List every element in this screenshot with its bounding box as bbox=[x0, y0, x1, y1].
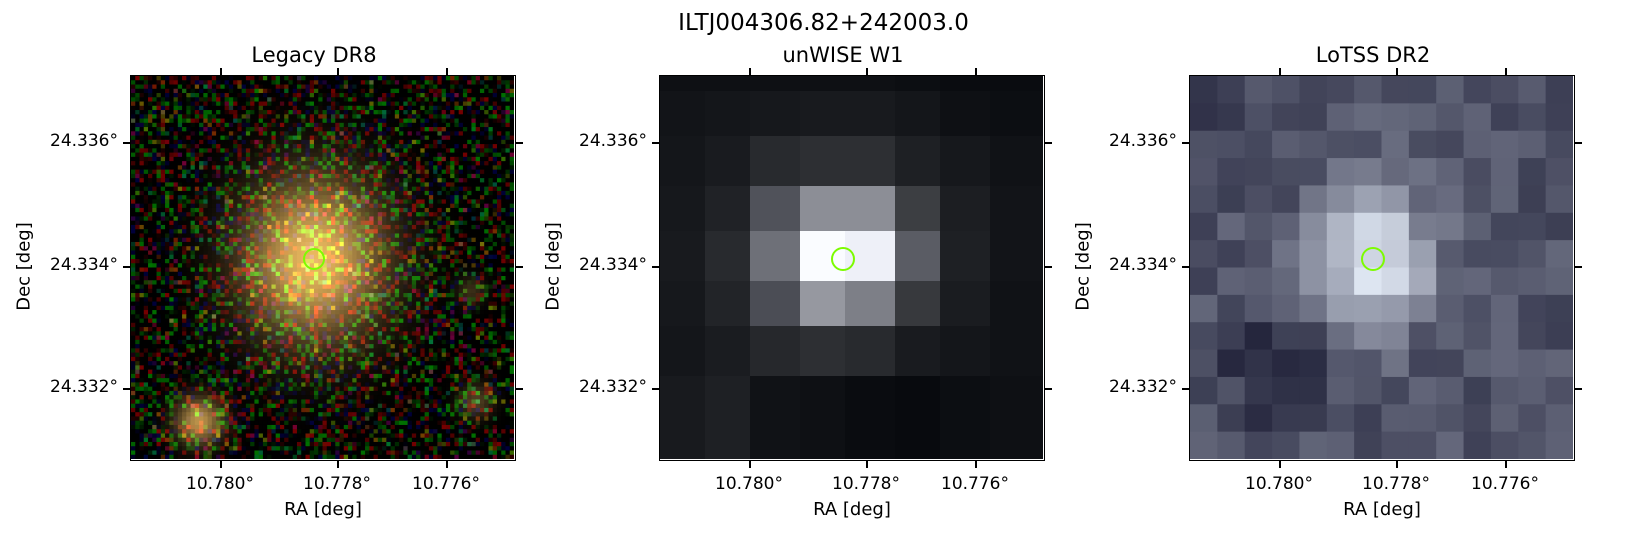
y-tick-mark bbox=[652, 388, 659, 390]
x-tick-label: 10.776° bbox=[1471, 474, 1539, 494]
x-tick-mark bbox=[749, 461, 751, 468]
y-tick-mark-right bbox=[516, 266, 523, 268]
x-tick-mark bbox=[337, 461, 339, 468]
x-tick-mark bbox=[1396, 461, 1398, 468]
x-tick-label: 10.780° bbox=[715, 474, 783, 494]
y-tick-label: 24.336° bbox=[579, 131, 647, 151]
y-tick-label: 24.336° bbox=[1109, 131, 1177, 151]
x-axis-label: RA [deg] bbox=[813, 499, 891, 520]
x-tick-mark bbox=[1279, 461, 1281, 468]
y-tick-label: 24.336° bbox=[50, 131, 118, 151]
y-axis-label: Dec [deg] bbox=[13, 222, 35, 311]
y-tick-label: 24.332° bbox=[579, 377, 647, 397]
x-tick-label: 10.780° bbox=[186, 474, 254, 494]
x-tick-mark-top bbox=[220, 68, 222, 75]
panel-title: Legacy DR8 bbox=[251, 43, 377, 67]
unwise-image bbox=[659, 75, 1045, 461]
x-tick-label: 10.780° bbox=[1245, 474, 1313, 494]
y-tick-label: 24.334° bbox=[50, 255, 118, 275]
x-tick-mark bbox=[1505, 461, 1507, 468]
x-tick-label: 10.778° bbox=[832, 474, 900, 494]
x-tick-mark-top bbox=[337, 68, 339, 75]
x-tick-mark bbox=[220, 461, 222, 468]
panel-lotss: LoTSS DR2 10.780° 10.778° 10.776° 24.336° 24… bbox=[1059, 0, 1582, 539]
y-axis-label: Dec [deg] bbox=[1072, 222, 1094, 311]
x-tick-mark-top bbox=[975, 68, 977, 75]
x-tick-mark-top bbox=[446, 68, 448, 75]
panel-title: LoTSS DR2 bbox=[1315, 43, 1431, 67]
y-tick-mark bbox=[1182, 142, 1189, 144]
y-tick-mark bbox=[652, 142, 659, 144]
x-tick-mark-top bbox=[1396, 68, 1398, 75]
y-tick-label: 24.332° bbox=[1109, 377, 1177, 397]
x-tick-mark bbox=[446, 461, 448, 468]
x-tick-label: 10.778° bbox=[303, 474, 371, 494]
y-tick-label: 24.334° bbox=[579, 255, 647, 275]
x-tick-mark bbox=[975, 461, 977, 468]
x-tick-label: 10.776° bbox=[412, 474, 480, 494]
figure-title: ILTJ004306.82+242003.0 bbox=[678, 10, 969, 36]
x-tick-mark-top bbox=[1279, 68, 1281, 75]
source-marker-circle bbox=[1361, 247, 1385, 271]
panel-unwise: unWISE W1 10.780° 10.778° 10.776° 24.336° 24… bbox=[529, 0, 1052, 539]
y-tick-mark bbox=[1182, 388, 1189, 390]
x-tick-label: 10.778° bbox=[1362, 474, 1430, 494]
x-tick-mark bbox=[866, 461, 868, 468]
y-tick-mark bbox=[123, 142, 130, 144]
y-tick-mark bbox=[123, 388, 130, 390]
y-tick-mark bbox=[652, 266, 659, 268]
y-tick-mark-right bbox=[1575, 142, 1582, 144]
x-axis-label: RA [deg] bbox=[284, 499, 362, 520]
x-tick-mark-top bbox=[749, 68, 751, 75]
y-tick-mark-right bbox=[1575, 266, 1582, 268]
y-tick-mark-right bbox=[1045, 388, 1052, 390]
panel-title: unWISE W1 bbox=[782, 43, 904, 67]
y-tick-mark-right bbox=[516, 142, 523, 144]
x-tick-label: 10.776° bbox=[941, 474, 1009, 494]
y-tick-mark-right bbox=[1575, 388, 1582, 390]
x-tick-mark-top bbox=[866, 68, 868, 75]
y-axis-label: Dec [deg] bbox=[542, 222, 564, 311]
legacy-image bbox=[130, 75, 516, 461]
y-tick-mark-right bbox=[516, 388, 523, 390]
panel-legacy: Legacy DR8 10.780° 10.778° 10.776° 24.336° 2… bbox=[0, 0, 523, 539]
source-marker-circle bbox=[831, 247, 855, 271]
x-tick-mark-top bbox=[1505, 68, 1507, 75]
y-tick-mark-right bbox=[1045, 142, 1052, 144]
y-tick-mark bbox=[123, 266, 130, 268]
y-tick-mark-right bbox=[1045, 266, 1052, 268]
lotss-image bbox=[1189, 75, 1575, 461]
y-tick-label: 24.332° bbox=[50, 377, 118, 397]
y-tick-mark bbox=[1182, 266, 1189, 268]
source-marker-circle bbox=[303, 248, 325, 270]
y-tick-label: 24.334° bbox=[1109, 255, 1177, 275]
x-axis-label: RA [deg] bbox=[1343, 499, 1421, 520]
